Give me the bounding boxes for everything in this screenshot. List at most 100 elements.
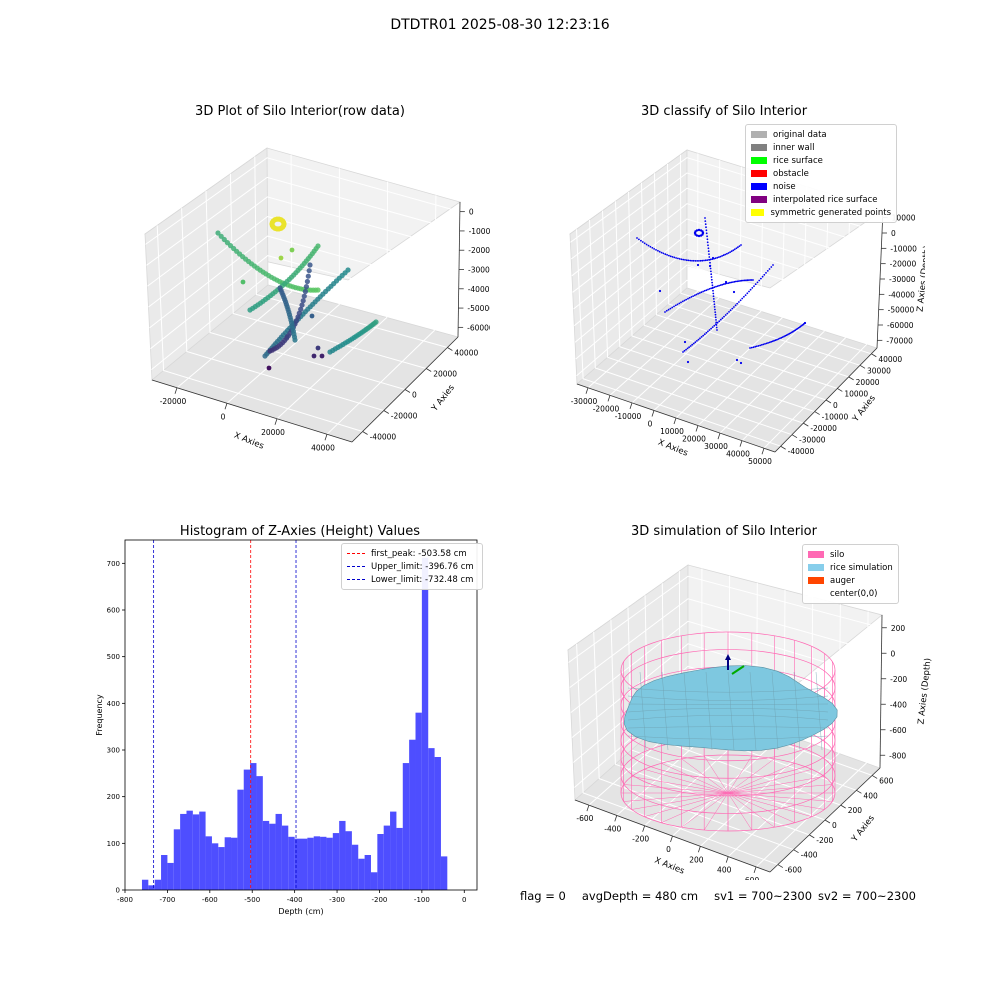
histogram-bar [307, 837, 314, 890]
y-tick-label: -20000 [391, 412, 418, 421]
data-point [692, 342, 695, 345]
histogram-bar [275, 813, 282, 890]
legend-swatch [751, 209, 765, 216]
y-tick-label: 0 [412, 391, 417, 400]
silo-floor-line [631, 792, 729, 810]
data-point [750, 346, 753, 349]
data-point [739, 361, 743, 365]
silo-floor-line [727, 792, 825, 810]
data-point [755, 345, 758, 348]
histogram-bar [364, 855, 371, 890]
y-tick-label: 40000 [454, 349, 478, 358]
data-point [691, 259, 693, 262]
gridline [276, 181, 389, 420]
legend-label: silo [830, 549, 845, 560]
gridline [576, 643, 779, 866]
data-point [655, 249, 657, 251]
data-point [719, 284, 722, 286]
y-tick-label: 500 [107, 653, 120, 661]
x-tick-label: -800 [117, 896, 133, 904]
y-tick-label: -600 [785, 866, 802, 875]
data-point [708, 256, 711, 258]
histogram-bar [294, 838, 301, 890]
data-point [743, 295, 745, 298]
y-tick-mark [793, 849, 799, 854]
data-point [707, 330, 709, 333]
legend-swatch [751, 157, 767, 164]
x-tick-mark [670, 835, 673, 843]
z-tick-label: -30000 [468, 266, 490, 275]
x-axis-label: Depth (cm) [278, 907, 323, 916]
y-tick-label: 200 [107, 793, 120, 801]
data-point [658, 250, 661, 253]
x-tick-label: -300 [329, 896, 345, 904]
data-point [743, 279, 746, 282]
data-point [278, 255, 284, 261]
histogram-bar [231, 837, 238, 890]
x-tick-mark [753, 866, 757, 873]
data-point [710, 287, 713, 290]
z-axis-line [876, 209, 884, 349]
data-point [643, 242, 646, 245]
z-tick-label: 0 [891, 649, 896, 658]
histogram-bar [383, 825, 391, 890]
data-point [673, 256, 676, 259]
data-point [657, 249, 659, 252]
y-tick-mark [859, 364, 866, 369]
legend-label: Lower_limit: -732.48 cm [371, 574, 474, 585]
data-point [693, 294, 696, 297]
data-point [726, 312, 729, 315]
silo-floor-line [623, 784, 729, 794]
legend-item: interpolated rice surface [751, 193, 891, 206]
x-tick-label: 30000 [704, 442, 728, 451]
data-point [668, 254, 670, 257]
x-tick-label: 600 [745, 876, 760, 880]
gridline [147, 196, 460, 287]
histogram-bar [351, 844, 359, 890]
x-tick-label: 20000 [682, 435, 706, 444]
y-tick-label: 10000 [844, 389, 868, 398]
data-point [373, 319, 379, 325]
data-point [772, 264, 774, 266]
data-point [746, 279, 749, 282]
data-point [715, 319, 717, 321]
classify-plot-title: 3D classify of Silo Interior [640, 104, 808, 119]
gridline [719, 193, 830, 434]
data-point [698, 292, 701, 294]
silo-floor-line [727, 758, 775, 794]
histogram-bar [180, 813, 187, 890]
data-point [741, 297, 744, 300]
rice-mesh [727, 671, 735, 751]
histogram-bar [428, 748, 435, 890]
silo-floor-line [727, 792, 812, 817]
data-point [736, 302, 739, 305]
histogram-bar [173, 829, 181, 890]
silo-floor-line [631, 776, 729, 794]
data-point [705, 232, 708, 235]
histogram-bar [211, 843, 219, 890]
data-point [306, 268, 312, 274]
histogram-bar [377, 834, 384, 890]
data-point [696, 263, 700, 267]
gridline [156, 225, 363, 432]
data-point [715, 321, 718, 324]
rice-mesh [705, 671, 713, 751]
gridline [610, 619, 810, 836]
data-point [669, 307, 672, 310]
data-point [302, 288, 308, 295]
histogram-plot: -800 -700 -600 -500 -400 -300 -200 -100 0 0 100 200… [95, 539, 478, 916]
silo-floor-line [623, 792, 729, 802]
y-tick-label: 30000 [867, 366, 891, 375]
rice-mesh [771, 671, 779, 751]
z-axis-label: Z Axies (Depth) [917, 658, 934, 725]
x-tick-label: 10000 [660, 427, 684, 436]
data-point [710, 327, 712, 330]
y-tick-label: -40000 [370, 433, 397, 442]
data-point [685, 298, 688, 301]
y-tick-label: -40000 [788, 447, 815, 456]
legend-item: auger [808, 574, 893, 587]
legend-swatch [808, 590, 824, 597]
gridline [680, 154, 872, 355]
y-axis-line [351, 336, 459, 443]
data-point [716, 285, 719, 287]
